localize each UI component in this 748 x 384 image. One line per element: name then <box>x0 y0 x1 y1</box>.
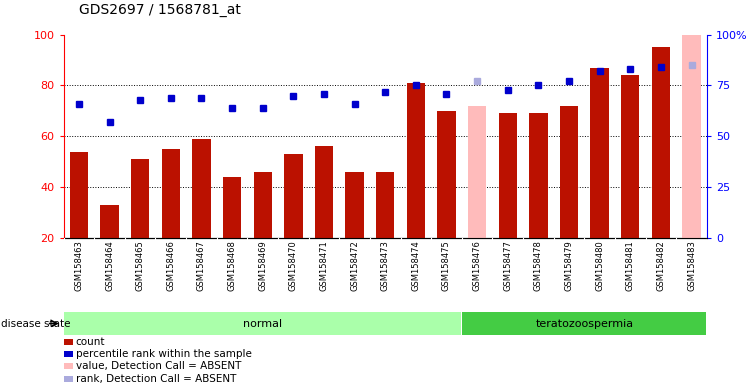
Text: GSM158475: GSM158475 <box>442 240 451 291</box>
Text: GSM158476: GSM158476 <box>473 240 482 291</box>
Text: percentile rank within the sample: percentile rank within the sample <box>76 349 251 359</box>
Text: GDS2697 / 1568781_at: GDS2697 / 1568781_at <box>79 3 240 17</box>
Text: value, Detection Call = ABSENT: value, Detection Call = ABSENT <box>76 361 241 371</box>
Text: rank, Detection Call = ABSENT: rank, Detection Call = ABSENT <box>76 374 236 384</box>
Text: disease state: disease state <box>1 318 70 329</box>
Bar <box>462 312 706 335</box>
Bar <box>223 177 242 238</box>
Bar <box>468 106 486 238</box>
Text: GSM158474: GSM158474 <box>411 240 420 291</box>
Text: teratozoospermia: teratozoospermia <box>536 318 634 329</box>
Text: GSM158466: GSM158466 <box>166 240 175 291</box>
Text: GSM158477: GSM158477 <box>503 240 512 291</box>
Bar <box>100 205 119 238</box>
Text: GSM158469: GSM158469 <box>258 240 267 291</box>
Text: GSM158471: GSM158471 <box>319 240 328 291</box>
Bar <box>70 152 88 238</box>
Text: GSM158467: GSM158467 <box>197 240 206 291</box>
Bar <box>131 159 150 238</box>
Bar <box>192 139 211 238</box>
Bar <box>438 111 456 238</box>
Bar <box>682 35 701 238</box>
Text: count: count <box>76 337 105 347</box>
Bar <box>346 172 364 238</box>
Text: GSM158463: GSM158463 <box>74 240 83 291</box>
Text: GSM158481: GSM158481 <box>626 240 635 291</box>
Text: GSM158464: GSM158464 <box>105 240 114 291</box>
Text: GSM158483: GSM158483 <box>687 240 696 291</box>
Text: GSM158479: GSM158479 <box>565 240 574 291</box>
Text: GSM158482: GSM158482 <box>657 240 666 291</box>
Text: normal: normal <box>243 318 282 329</box>
Text: GSM158470: GSM158470 <box>289 240 298 291</box>
Text: GSM158473: GSM158473 <box>381 240 390 291</box>
Text: GSM158480: GSM158480 <box>595 240 604 291</box>
Bar <box>560 106 578 238</box>
Bar <box>254 172 272 238</box>
Bar <box>162 149 180 238</box>
Bar <box>407 83 425 238</box>
Bar <box>529 113 548 238</box>
Bar <box>499 113 517 238</box>
Bar <box>590 68 609 238</box>
Text: GSM158472: GSM158472 <box>350 240 359 291</box>
Bar <box>284 154 302 238</box>
Text: GSM158468: GSM158468 <box>227 240 236 291</box>
Bar <box>376 172 394 238</box>
Text: GSM158465: GSM158465 <box>135 240 144 291</box>
Bar <box>315 147 333 238</box>
Text: GSM158478: GSM158478 <box>534 240 543 291</box>
Bar <box>652 47 670 238</box>
Bar <box>64 312 462 335</box>
Bar <box>621 75 640 238</box>
